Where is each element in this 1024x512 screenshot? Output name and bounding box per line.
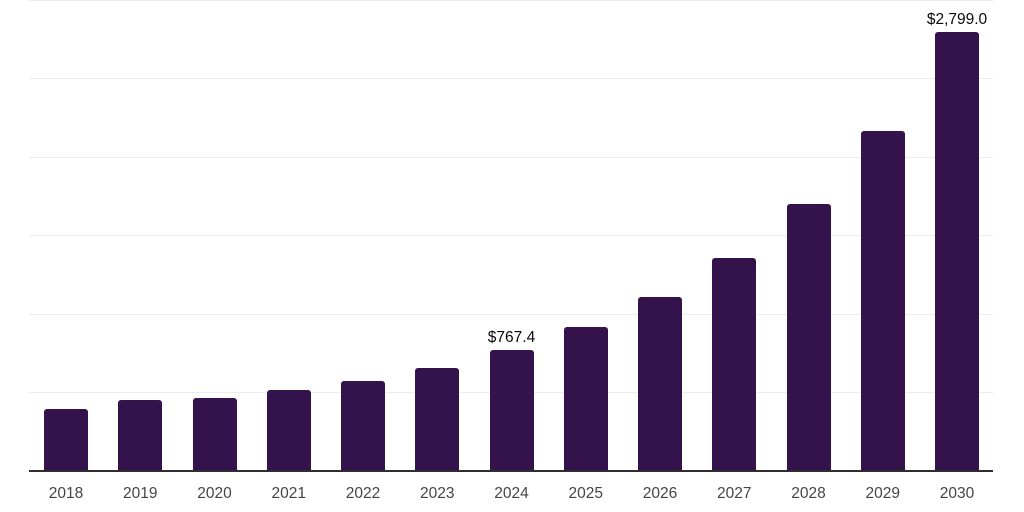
x-tick-label-2022: 2022 (345, 485, 381, 502)
gridline-1500 (29, 235, 993, 237)
bar-2026 (638, 296, 682, 471)
x-axis-line (29, 470, 993, 472)
x-tick-label-2029: 2029 (865, 485, 901, 502)
bar-2021 (266, 389, 311, 471)
x-tick-label-2023: 2023 (420, 485, 455, 502)
bar-2025 (563, 326, 608, 471)
bar-2028 (786, 203, 831, 471)
bar-2029 (860, 131, 905, 471)
value-label-2024: $767.4 (487, 329, 536, 347)
x-tick-label-2030: 2030 (939, 485, 975, 502)
bar-2027 (712, 258, 757, 471)
value-label-2030: $2,799.0 (926, 10, 988, 28)
gridline-2000 (29, 156, 993, 158)
bar-2023 (415, 367, 460, 471)
gridline-3000 (29, 0, 993, 1)
x-tick-label-2020: 2020 (197, 485, 232, 502)
bar-2019 (118, 399, 163, 471)
bar-2030 (935, 31, 979, 471)
x-tick-label-2019: 2019 (123, 485, 158, 502)
gridline-1000 (29, 313, 993, 315)
bar-2020 (192, 397, 237, 471)
x-tick-label-2018: 2018 (48, 485, 84, 502)
x-tick-label-2028: 2028 (791, 485, 826, 502)
x-tick-label-2026: 2026 (642, 485, 678, 502)
x-tick-label-2027: 2027 (717, 485, 752, 502)
x-tick-label-2025: 2025 (568, 485, 604, 502)
x-tick-label-2024: 2024 (494, 485, 529, 502)
gridline-2500 (29, 78, 993, 80)
bar-2018 (44, 409, 88, 471)
x-tick-label-2021: 2021 (271, 485, 307, 502)
bar-2024 (489, 350, 534, 471)
bar-2022 (341, 380, 385, 471)
